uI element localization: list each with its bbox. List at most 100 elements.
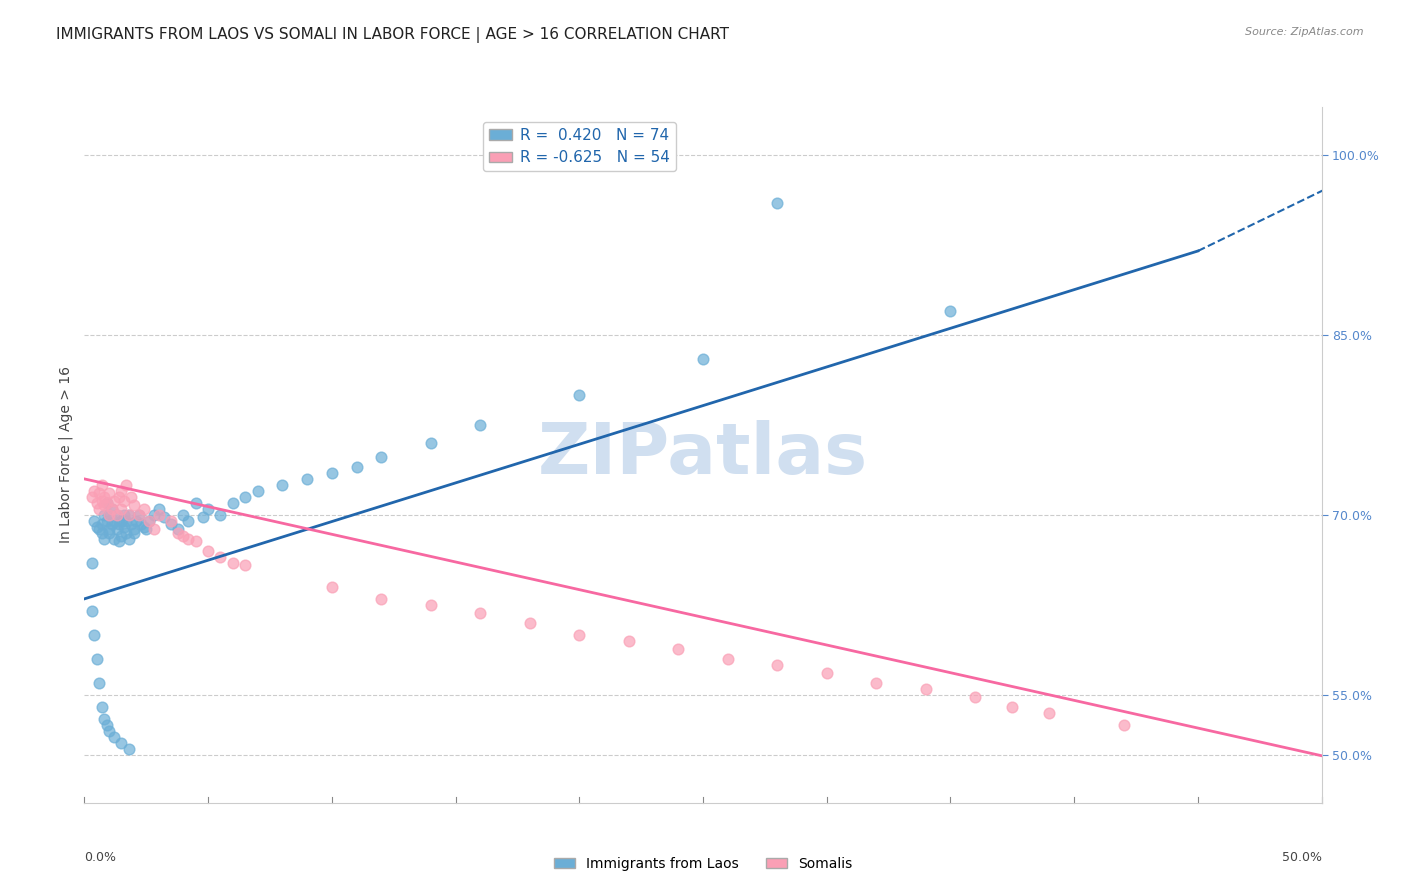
Point [96, 514, 118, 528]
Point [142, 522, 165, 536]
Point [160, 514, 183, 528]
Point [914, 681, 936, 696]
Point [93, 490, 115, 504]
Point [100, 502, 122, 516]
Point [89, 486, 111, 500]
Point [86, 496, 108, 510]
Point [98, 723, 121, 738]
Point [93, 498, 115, 512]
Point [120, 490, 142, 504]
Point [118, 508, 141, 522]
Point [98, 522, 121, 536]
Point [98, 486, 121, 500]
Point [103, 514, 125, 528]
Point [90, 493, 112, 508]
Point [148, 502, 170, 516]
Point [419, 598, 441, 612]
Point [815, 666, 838, 681]
Point [152, 510, 174, 524]
Point [172, 508, 194, 522]
Point [233, 490, 256, 504]
Point [118, 741, 141, 756]
Point [93, 712, 115, 726]
Point [96, 496, 118, 510]
Point [103, 493, 125, 508]
Point [80, 604, 103, 618]
Point [865, 676, 887, 690]
Point [519, 615, 541, 630]
Point [222, 556, 245, 570]
Point [717, 652, 740, 666]
Point [766, 196, 789, 211]
Point [233, 558, 256, 573]
Point [197, 544, 219, 558]
Point [370, 450, 392, 465]
Text: ZIPatlas: ZIPatlas [538, 420, 868, 490]
Point [103, 730, 125, 744]
Point [122, 522, 145, 536]
Point [110, 736, 132, 750]
Point [419, 436, 441, 450]
Legend: Immigrants from Laos, Somalis: Immigrants from Laos, Somalis [548, 851, 858, 876]
Point [177, 532, 200, 546]
Point [115, 478, 138, 492]
Point [89, 502, 111, 516]
Point [80, 556, 103, 570]
Point [80, 490, 103, 504]
Point [692, 351, 714, 366]
Point [321, 466, 343, 480]
Text: Source: ZipAtlas.com: Source: ZipAtlas.com [1246, 27, 1364, 37]
Point [90, 699, 112, 714]
Point [167, 525, 190, 540]
Point [138, 514, 160, 528]
Point [142, 508, 165, 522]
Point [105, 522, 128, 536]
Text: 0.0%: 0.0% [84, 851, 117, 863]
Point [197, 502, 219, 516]
Text: 50.0%: 50.0% [1282, 851, 1322, 863]
Point [89, 676, 111, 690]
Point [115, 514, 138, 528]
Point [125, 514, 148, 528]
Point [1001, 699, 1024, 714]
Point [939, 304, 962, 318]
Point [98, 525, 121, 540]
Point [93, 508, 115, 522]
Point [209, 508, 232, 522]
Point [86, 652, 108, 666]
Point [100, 517, 122, 532]
Point [568, 628, 591, 642]
Point [1038, 706, 1060, 720]
Legend: R =  0.420   N = 74, R = -0.625   N = 54: R = 0.420 N = 74, R = -0.625 N = 54 [482, 121, 676, 171]
Point [112, 508, 135, 522]
Point [118, 508, 141, 522]
Point [122, 498, 145, 512]
Point [766, 657, 789, 672]
Point [105, 508, 128, 522]
Point [167, 522, 190, 536]
Point [110, 502, 132, 516]
Point [132, 520, 155, 534]
Point [295, 472, 318, 486]
Point [90, 478, 112, 492]
Point [321, 580, 343, 594]
Point [98, 508, 121, 522]
Text: IMMIGRANTS FROM LAOS VS SOMALI IN LABOR FORCE | AGE > 16 CORRELATION CHART: IMMIGRANTS FROM LAOS VS SOMALI IN LABOR … [56, 27, 730, 43]
Point [271, 478, 294, 492]
Point [96, 496, 118, 510]
Point [122, 525, 145, 540]
Point [177, 514, 200, 528]
Point [98, 508, 121, 522]
Point [346, 459, 368, 474]
Point [246, 483, 269, 498]
Point [132, 502, 155, 516]
Point [129, 517, 152, 532]
Point [108, 490, 131, 504]
Point [105, 508, 128, 522]
Point [172, 529, 194, 543]
Point [666, 642, 689, 657]
Point [1112, 718, 1135, 732]
Point [470, 417, 492, 432]
Point [90, 525, 112, 540]
Point [90, 517, 112, 532]
